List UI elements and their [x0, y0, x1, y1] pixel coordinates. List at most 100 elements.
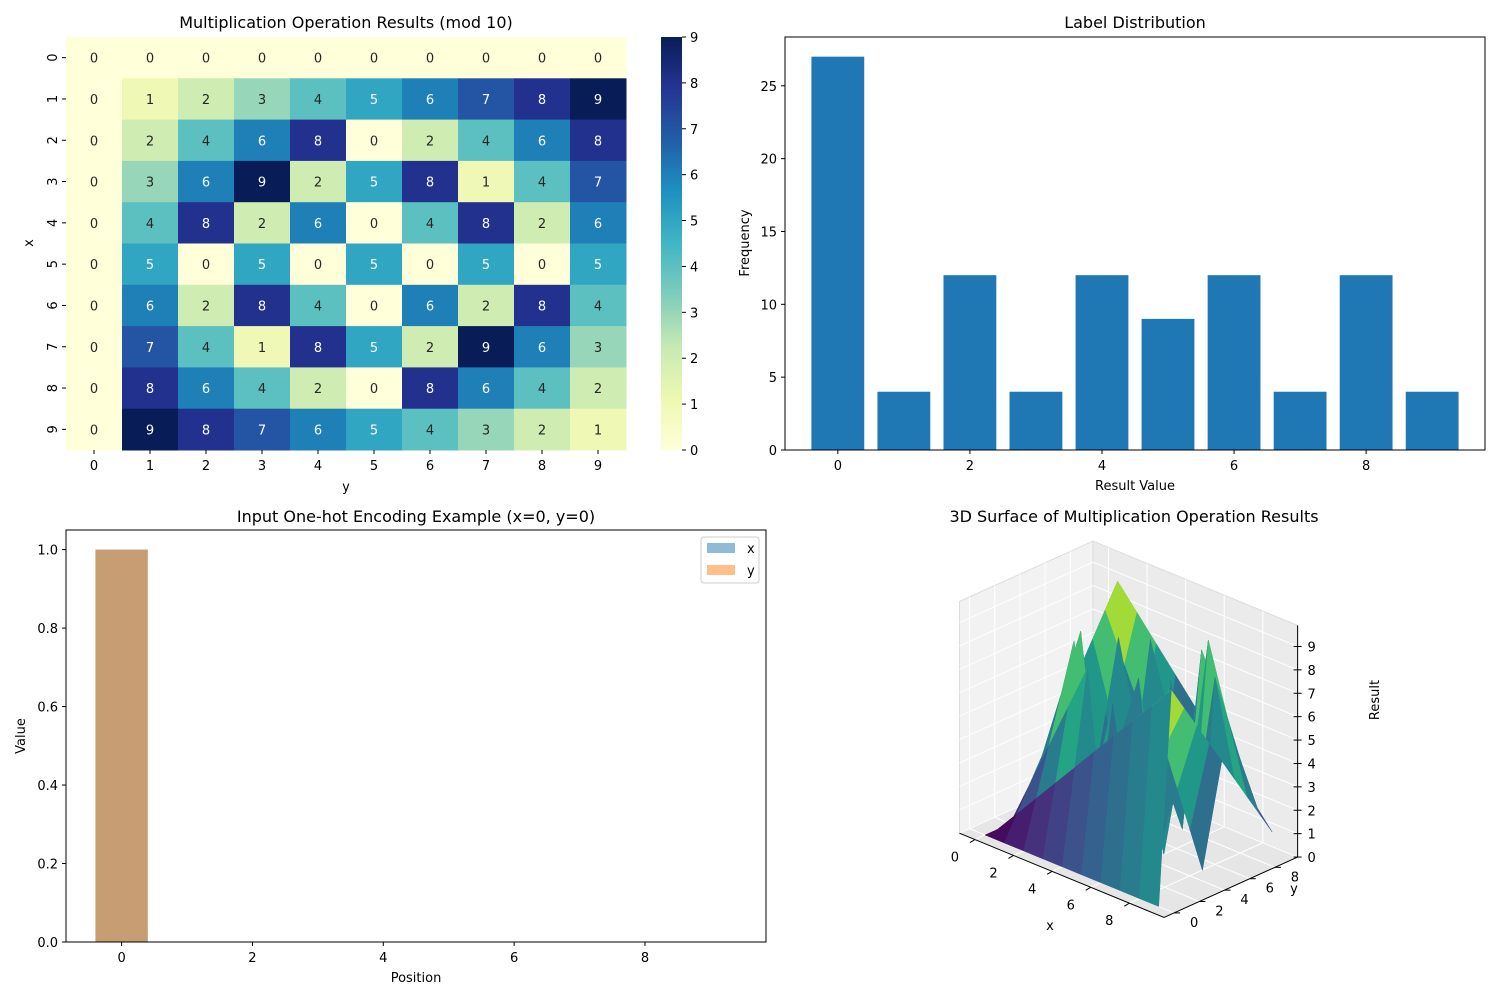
onehot-xtick-label: 8: [641, 951, 649, 966]
heatmap-cell-label: 5: [370, 176, 378, 191]
heatmap-cell: [290, 408, 347, 451]
heatmap-cell: [234, 160, 291, 203]
surface-ytick-label: 0: [1190, 916, 1198, 931]
label-dist-ytick-label: 15: [760, 225, 777, 240]
surface-xtick-label: 0: [951, 851, 959, 866]
surface-ztick-label: 5: [1307, 734, 1315, 749]
heatmap-cell-label: 2: [314, 176, 322, 191]
heatmap-cell-label: 2: [426, 134, 434, 149]
heatmap-cell: [514, 367, 571, 410]
label-dist-title: Label Distribution: [1064, 13, 1206, 32]
heatmap-cell-label: 6: [594, 217, 602, 232]
heatmap-cell: [234, 37, 291, 79]
onehot-panel: Input One-hot Encoding Example (x=0, y=0…: [14, 507, 767, 986]
surface-xtick-mark: [1046, 870, 1053, 875]
heatmap-xtick-label: 5: [370, 459, 378, 474]
heatmap-cell-label: 2: [202, 93, 210, 108]
heatmap-cell: [570, 78, 627, 121]
heatmap-cell: [290, 284, 347, 327]
onehot-xtick-label: 2: [248, 951, 256, 966]
heatmap-cell-label: 6: [202, 382, 210, 397]
heatmap-cell: [234, 243, 291, 286]
heatmap-cell: [290, 160, 347, 203]
label-dist-bar: [1405, 391, 1459, 450]
colorbar-gradient: [661, 37, 682, 450]
colorbar-tick-label: 7: [690, 123, 698, 138]
heatmap-cell-label: 4: [202, 341, 210, 356]
surface-ztick-label: 9: [1307, 640, 1315, 655]
heatmap-cell: [66, 243, 123, 286]
onehot-legend-swatch-x: [707, 543, 735, 553]
heatmap-cell: [234, 367, 291, 410]
heatmap-cell-label: 0: [90, 423, 98, 438]
heatmap-cell-label: 0: [538, 258, 546, 273]
surface-grid-z: [1092, 561, 1298, 647]
heatmap-cell: [458, 367, 515, 410]
surface-ztick-label: 1: [1307, 828, 1315, 843]
onehot-legend: x y: [700, 536, 760, 584]
heatmap-xtick-label: 1: [146, 459, 154, 474]
heatmap-cell: [178, 202, 235, 244]
heatmap-cell-label: 5: [594, 258, 602, 273]
heatmap-cell: [458, 408, 515, 451]
heatmap-cell: [514, 284, 571, 327]
heatmap-cell-label: 1: [594, 423, 602, 438]
heatmap-cell-label: 6: [538, 341, 546, 356]
heatmap-cell-label: 0: [90, 217, 98, 232]
heatmap-cell-label: 2: [482, 299, 490, 314]
label-dist-bar: [1141, 318, 1195, 450]
heatmap-cell-label: 9: [594, 93, 602, 108]
heatmap-cell: [234, 119, 291, 162]
heatmap-cell: [234, 326, 291, 368]
heatmap-cell-label: 5: [370, 341, 378, 356]
colorbar-tick-label: 2: [690, 352, 698, 367]
heatmap-cell: [66, 160, 123, 203]
heatmap-cell-label: 2: [202, 299, 210, 314]
heatmap-cell-label: 1: [146, 93, 154, 108]
surface-mesh: [984, 580, 1273, 907]
heatmap-cell: [234, 78, 291, 121]
heatmap-cell-label: 0: [90, 52, 98, 67]
heatmap-cell-label: 2: [594, 382, 602, 397]
heatmap-cell-label: 5: [146, 258, 154, 273]
heatmap-cell: [458, 202, 515, 244]
onehot-xlabel: Position: [391, 971, 442, 986]
heatmap-panel: Multiplication Operation Results (mod 10…: [22, 13, 698, 495]
heatmap-cell: [178, 326, 235, 368]
heatmap-cell: [66, 119, 123, 162]
surface-panel: 3D Surface of Multiplication Operation R…: [949, 507, 1383, 934]
heatmap-cell-label: 0: [370, 382, 378, 397]
label-dist-bar: [877, 391, 931, 450]
heatmap-cell: [514, 119, 571, 162]
colorbar-tick-label: 3: [690, 306, 698, 321]
surface-grid-z: [959, 608, 1094, 670]
heatmap-cell: [178, 78, 235, 121]
heatmap-cell: [66, 326, 123, 368]
heatmap-cell-label: 0: [370, 217, 378, 232]
heatmap-cell-label: 0: [538, 52, 546, 67]
surface-grid-z: [959, 585, 1094, 647]
heatmap-cell: [514, 408, 571, 451]
onehot-ytick-label: 0.6: [37, 701, 58, 716]
heatmap-cell: [290, 37, 347, 79]
label-dist-xlabel: Result Value: [1095, 479, 1175, 494]
surface-ztick-label: 7: [1307, 687, 1315, 702]
heatmap-cell: [346, 284, 403, 327]
heatmap-ytick-label: 0: [46, 54, 61, 62]
heatmap-cell-label: 4: [314, 299, 322, 314]
heatmap-title: Multiplication Operation Results (mod 10…: [179, 13, 513, 32]
heatmap-cell: [66, 37, 123, 79]
heatmap-cell: [570, 284, 627, 327]
surface-ytick-label: 2: [1215, 905, 1223, 920]
heatmap-cell-label: 4: [146, 217, 154, 232]
heatmap-cell-label: 3: [258, 93, 266, 108]
heatmap-cell: [122, 326, 179, 368]
heatmap-cell-label: 8: [314, 134, 322, 149]
heatmap-cell-label: 8: [202, 423, 210, 438]
label-dist-axes-frame: [784, 36, 1486, 451]
heatmap-cell: [66, 367, 123, 410]
heatmap-cell: [570, 243, 627, 286]
label-dist-bar: [1009, 391, 1063, 450]
label-dist-xtick-label: 8: [1362, 459, 1370, 474]
heatmap-ytick-label: 5: [46, 260, 61, 268]
